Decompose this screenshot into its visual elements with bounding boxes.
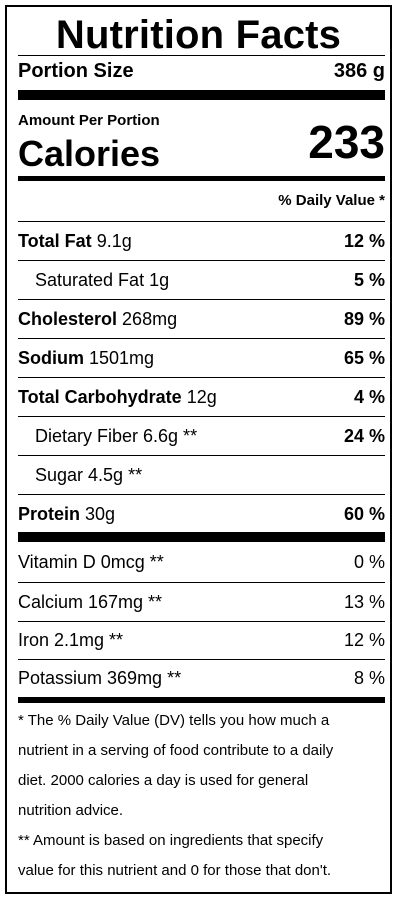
nutrient-row-saturated-fat: Saturated Fat 1g 5 % xyxy=(18,261,385,299)
divider xyxy=(18,221,385,222)
amount-per-portion-label: Amount Per Portion xyxy=(18,112,160,129)
footnote-line: * The % Daily Value (DV) tells you how m… xyxy=(18,712,330,729)
nutrient-name: Dietary Fiber 6.6g ** xyxy=(35,426,198,446)
nutrient-amount: 30g xyxy=(85,504,116,524)
footnote-line: ** Amount is based on ingredients that s… xyxy=(18,832,324,849)
vitamin-row-vitamin-d: Vitamin D 0mcg ** 0 % xyxy=(18,543,385,581)
nutrient-row-dietary-fiber: Dietary Fiber 6.6g ** 24 % xyxy=(18,417,385,455)
nutrient-amount: 12g xyxy=(186,387,217,407)
vitamin-name: Vitamin D 0mcg ** xyxy=(18,552,164,572)
vitamin-row-iron: Iron 2.1mg ** 12 % xyxy=(18,621,385,659)
nutrient-name: Saturated Fat 1g xyxy=(35,270,170,290)
nutrient-amount: 9.1g xyxy=(96,231,132,251)
footnote: * The % Daily Value (DV) tells you how m… xyxy=(18,706,385,886)
divider xyxy=(18,260,385,261)
nutrient-name: Sodium xyxy=(18,348,84,368)
calories-value: 233 xyxy=(308,116,385,168)
medium-divider xyxy=(18,176,385,181)
divider xyxy=(18,55,385,56)
vitamin-dv: 12 % xyxy=(343,630,385,650)
divider xyxy=(18,582,385,583)
footnote-line: diet. 2000 calories a day is used for ge… xyxy=(18,772,309,789)
daily-value-header: % Daily Value * xyxy=(278,192,385,209)
daily-value-header-row: % Daily Value * xyxy=(18,192,385,212)
vitamin-row-calcium: Calcium 167mg ** 13 % xyxy=(18,583,385,621)
footnote-line: nutrient in a serving of food contribute… xyxy=(18,742,334,759)
divider xyxy=(18,416,385,417)
calories-row: Amount Per Portion Calories 233 xyxy=(18,112,385,182)
divider xyxy=(18,455,385,456)
nutrient-row-sugar: Sugar 4.5g ** xyxy=(18,456,385,494)
calories-label: Calories xyxy=(18,133,161,174)
label-title: Nutrition Facts xyxy=(55,13,342,57)
nutrient-dv: 12 % xyxy=(343,231,385,251)
divider xyxy=(18,299,385,300)
nutrient-row-protein: Protein 30g 60 % xyxy=(18,495,385,533)
vitamin-name: Potassium 369mg ** xyxy=(18,668,182,688)
nutrient-dv: 65 % xyxy=(343,348,385,368)
vitamin-row-potassium: Potassium 369mg ** 8 % xyxy=(18,659,385,697)
nutrient-name: Cholesterol xyxy=(18,309,118,329)
vitamin-name: Iron 2.1mg ** xyxy=(18,630,124,650)
nutrient-row-cholesterol: Cholesterol 268mg 89 % xyxy=(18,300,385,338)
thick-divider xyxy=(18,532,385,542)
nutrient-name: Total Fat xyxy=(18,231,92,251)
nutrient-row-total-fat: Total Fat 9.1g 12 % xyxy=(18,222,385,260)
vitamin-name: Calcium 167mg ** xyxy=(18,592,163,612)
thick-divider xyxy=(18,90,385,100)
medium-divider xyxy=(18,697,385,703)
nutrient-dv: 4 % xyxy=(353,387,385,407)
portion-size-label: Portion Size xyxy=(18,60,134,82)
nutrient-name: Sugar 4.5g ** xyxy=(35,465,143,485)
vitamin-dv: 8 % xyxy=(353,668,385,688)
nutrient-dv: 5 % xyxy=(353,270,385,290)
divider xyxy=(18,494,385,495)
nutrient-dv: 60 % xyxy=(343,504,385,524)
nutrient-row-total-carbohydrate: Total Carbohydrate 12g 4 % xyxy=(18,378,385,416)
nutrition-label: Nutrition Facts Portion Size 386 g Amoun… xyxy=(5,5,392,894)
nutrient-amount: 268mg xyxy=(122,309,178,329)
nutrient-name: Protein xyxy=(18,504,81,524)
nutrient-row-sodium: Sodium 1501mg 65 % xyxy=(18,339,385,377)
vitamin-dv: 13 % xyxy=(343,592,385,612)
nutrient-dv: 89 % xyxy=(343,309,385,329)
footnote-line: value for this nutrient and 0 for those … xyxy=(18,862,332,879)
footnote-line: nutrition advice. xyxy=(18,802,124,819)
nutrient-amount: 1501mg xyxy=(89,348,155,368)
divider xyxy=(18,621,385,622)
portion-size-row: Portion Size 386 g xyxy=(18,59,385,87)
nutrient-name: Total Carbohydrate xyxy=(18,387,182,407)
vitamin-dv: 0 % xyxy=(353,552,385,572)
divider xyxy=(18,338,385,339)
nutrient-dv: 24 % xyxy=(343,426,385,446)
divider xyxy=(18,659,385,660)
divider xyxy=(18,377,385,378)
portion-size-value: 386 g xyxy=(333,60,385,82)
